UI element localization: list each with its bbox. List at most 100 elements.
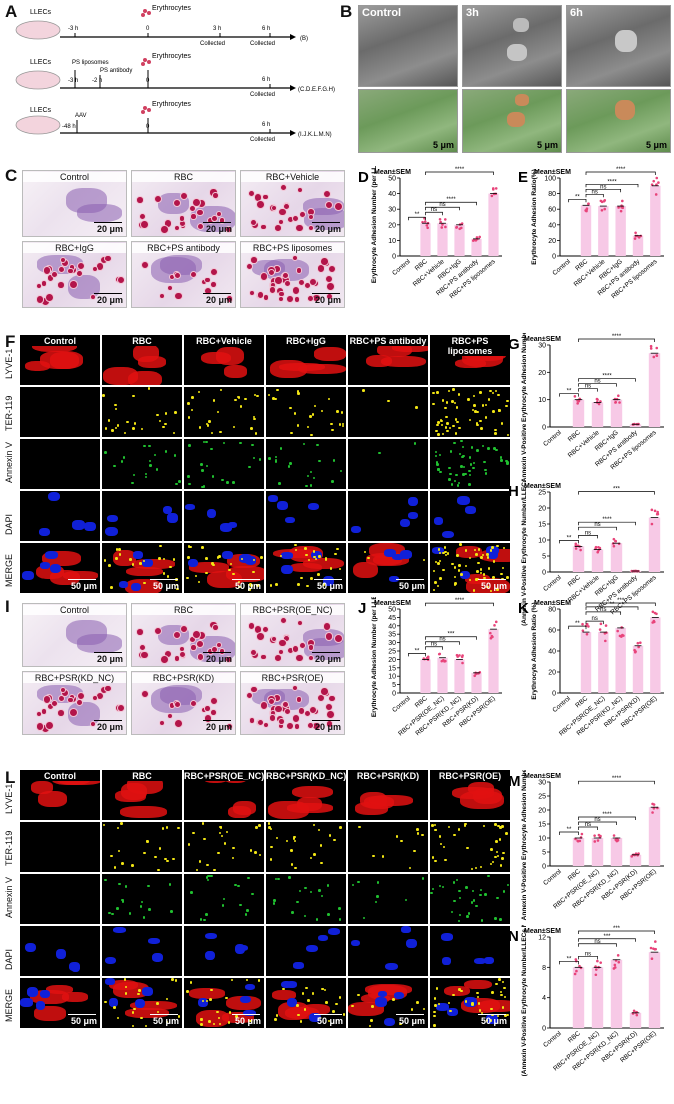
erythrocyte-dot xyxy=(171,978,174,981)
erythrocyte-dot xyxy=(500,422,504,425)
image-title: RBC+PSR(KD_NC) xyxy=(23,673,126,683)
erythrocyte-dot xyxy=(499,990,503,994)
erythrocyte-dot xyxy=(317,828,321,832)
erythrocyte-dot xyxy=(456,420,459,424)
erythrocyte-dot xyxy=(158,419,162,423)
erythrocyte-dot xyxy=(196,208,204,217)
significance-label: ns xyxy=(585,822,591,828)
erythrocyte-dot xyxy=(223,842,227,845)
erythrocyte-dot xyxy=(210,988,213,992)
erythrocyte-dot xyxy=(274,654,282,662)
y-tick-label: 0 xyxy=(392,691,396,698)
erythrocytes-label: Erythrocytes xyxy=(152,101,191,108)
erythrocyte-dot xyxy=(500,572,503,576)
panel-label-b: B xyxy=(340,2,353,21)
erythrocyte-dot xyxy=(491,860,495,864)
erythrocyte-dot xyxy=(132,394,135,398)
bar xyxy=(615,206,626,256)
erythrocyte-dot xyxy=(173,655,180,662)
llec-cell xyxy=(200,351,232,365)
channel-label: TER-119 xyxy=(4,830,14,866)
llec-cell xyxy=(120,783,147,801)
erythrocyte-dot xyxy=(292,254,299,262)
erythrocyte-dot xyxy=(306,474,310,478)
erythrocyte-dot xyxy=(187,416,191,419)
erythrocyte-dot xyxy=(299,1020,303,1023)
erythrocyte-dot xyxy=(324,632,334,641)
nucleus xyxy=(401,926,411,933)
scale-bar xyxy=(478,578,506,580)
erythrocyte-dot xyxy=(268,286,277,294)
data-point xyxy=(650,522,654,526)
erythrocyte-dot xyxy=(438,884,442,888)
erythrocyte-dot xyxy=(333,838,336,842)
erythrocyte-dot xyxy=(279,554,283,558)
erythrocyte-dot xyxy=(292,837,296,840)
data-point xyxy=(442,658,445,662)
data-point xyxy=(595,397,599,401)
data-point xyxy=(579,548,582,552)
virus-label: AAV xyxy=(75,113,87,119)
fluorescence-image: 50 μm xyxy=(20,978,100,1028)
erythrocyte-dot xyxy=(455,406,459,409)
erythrocyte-dot xyxy=(331,428,334,432)
erythrocyte-dot xyxy=(203,714,212,723)
data-point xyxy=(587,202,590,206)
data-point xyxy=(655,354,659,358)
scale-bar-label: 5 μm xyxy=(536,140,558,150)
erythrocyte-dot xyxy=(307,224,314,231)
nucleus xyxy=(44,551,58,559)
data-point xyxy=(576,839,580,843)
y-tick-label: 12 xyxy=(538,935,546,942)
fluorescence-image: RBC+PSR(OE) xyxy=(430,770,510,820)
erythrocyte-dot xyxy=(173,700,181,708)
erythrocyte-dot xyxy=(226,295,234,303)
erythrocyte-dot xyxy=(205,999,209,1003)
erythrocyte-dot xyxy=(446,422,449,425)
erythrocyte-dot xyxy=(75,699,83,706)
erythrocyte-dot xyxy=(194,574,198,578)
erythrocyte-dot xyxy=(155,468,159,471)
time-label: 3 h xyxy=(213,26,221,32)
bar xyxy=(572,967,585,1028)
erythrocyte-dot xyxy=(237,884,240,888)
erythrocyte-dot xyxy=(307,558,311,562)
erythrocyte-dot xyxy=(205,571,208,575)
erythrocyte-dot xyxy=(282,700,290,708)
erythrocyte-dot xyxy=(339,469,343,473)
erythrocyte-dot xyxy=(158,847,162,850)
erythrocyte-dot xyxy=(468,418,472,422)
erythrocyte-dot xyxy=(51,700,58,707)
erythrocyte-dot xyxy=(474,866,478,870)
erythrocyte-dot xyxy=(256,199,266,209)
data-point xyxy=(651,811,654,814)
erythrocyte-dot xyxy=(91,695,98,702)
erythrocyte-dot xyxy=(131,864,134,867)
data-point xyxy=(603,632,607,635)
nucleus xyxy=(239,995,252,1004)
erythrocyte-dot xyxy=(297,706,306,715)
erythrocyte-dot xyxy=(506,462,509,465)
erythrocyte-dot xyxy=(312,476,316,480)
erythrocyte-dot xyxy=(239,441,242,445)
scale-bar xyxy=(312,292,340,294)
llec-cell xyxy=(62,992,88,1003)
significance-bracket xyxy=(585,602,656,606)
data-point xyxy=(494,187,498,190)
erythrocyte-dot xyxy=(210,447,213,451)
sem-pseudocolor-3h: 5 μm xyxy=(462,89,562,153)
nucleus xyxy=(385,962,398,970)
erythrocyte-dot xyxy=(176,587,179,591)
erythrocyte-dot xyxy=(462,454,465,458)
data-point xyxy=(649,946,653,950)
fluorescence-image: Control xyxy=(20,770,100,820)
erythrocyte-dot xyxy=(309,415,312,418)
erythrocyte-dot xyxy=(479,893,482,897)
erythrocyte-dot xyxy=(296,620,303,627)
bar xyxy=(648,353,661,427)
erythrocyte-dot xyxy=(154,855,157,859)
scale-bar xyxy=(232,578,260,580)
time-label: 0 xyxy=(146,78,150,84)
erythrocyte-dot xyxy=(501,825,504,828)
